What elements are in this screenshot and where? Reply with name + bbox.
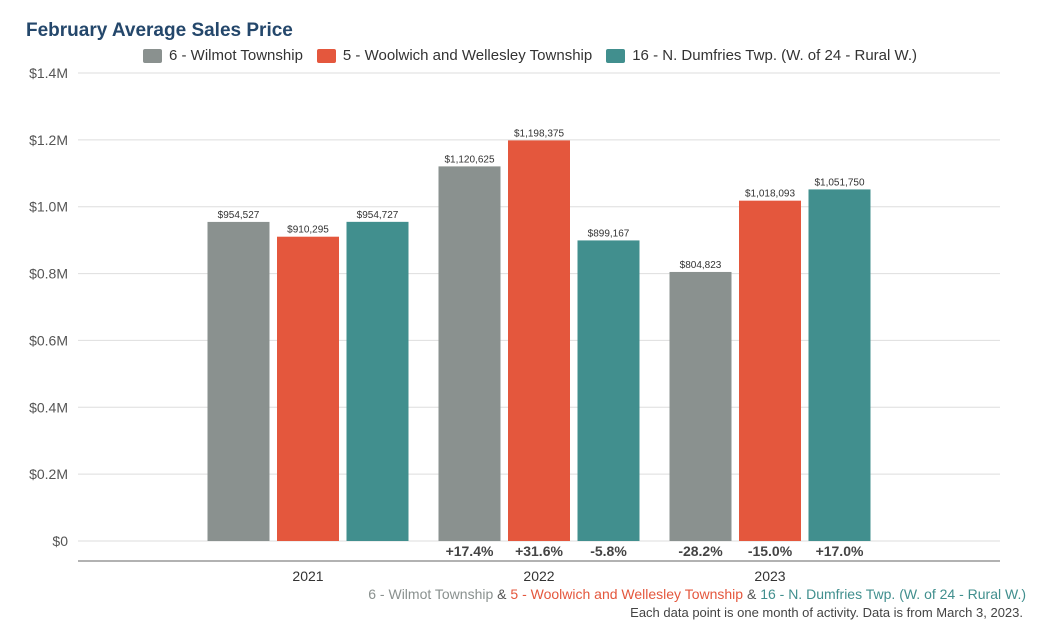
change-label: +31.6% (515, 543, 563, 559)
change-label: +17.0% (816, 543, 864, 559)
caption: 6 - Wilmot Township & 5 - Woolwich and W… (368, 586, 1026, 602)
bar (508, 140, 570, 541)
bar (808, 189, 871, 542)
caption-wilmot: 6 - Wilmot Township (368, 586, 494, 602)
legend-item-ndumfries[interactable]: 16 - N. Dumfries Twp. (W. of 24 - Rural … (606, 47, 917, 64)
bar-value-label: $899,167 (588, 228, 630, 239)
change-label: -15.0% (748, 543, 793, 559)
caption-ndumfries: 16 - N. Dumfries Twp. (W. of 24 - Rural … (760, 586, 1026, 602)
bar-value-label: $804,823 (680, 260, 722, 271)
bar (577, 240, 640, 541)
y-tick-label: $1.0M (29, 199, 68, 215)
chart-legend: 6 - Wilmot Township 5 - Woolwich and Wel… (0, 47, 1060, 64)
caption-sep-2: & (743, 586, 761, 602)
chart-title: February Average Sales Price (26, 20, 293, 41)
bar (346, 221, 409, 542)
bar (438, 166, 501, 542)
bar-value-label: $1,051,750 (814, 177, 864, 188)
caption-sep-1: & (493, 586, 511, 602)
bar (207, 221, 270, 541)
x-tick-label: 2022 (523, 568, 554, 584)
data-note: Each data point is one month of activity… (630, 605, 1023, 620)
legend-label-ndumfries: 16 - N. Dumfries Twp. (W. of 24 - Rural … (632, 47, 918, 64)
bar (669, 271, 732, 541)
y-tick-label: $0.2M (29, 466, 68, 482)
bar (277, 236, 339, 541)
change-label: -5.8% (590, 543, 627, 559)
bar-value-label: $954,527 (218, 210, 260, 221)
y-tick-label: $0.8M (29, 266, 68, 282)
bar (739, 200, 801, 541)
caption-woolwich: 5 - Woolwich and Wellesley Township (510, 586, 744, 602)
legend-swatch-woolwich (316, 48, 336, 63)
y-tick-label: $0.6M (29, 332, 68, 348)
legend-swatch-wilmot (142, 48, 162, 63)
y-tick-label: $0 (52, 533, 68, 549)
legend-label-wilmot: 6 - Wilmot Township (168, 47, 303, 64)
y-tick-label: $0.4M (29, 399, 68, 415)
y-tick-label: $1.4M (29, 65, 68, 81)
bar-value-label: $910,295 (287, 225, 329, 236)
bar-value-label: $1,018,093 (745, 189, 795, 200)
y-tick-label: $1.2M (29, 132, 68, 148)
legend-item-wilmot[interactable]: 6 - Wilmot Township (142, 47, 303, 64)
bar-value-label: $1,120,625 (444, 154, 494, 165)
bar-value-label: $1,198,375 (514, 128, 564, 139)
change-label: +17.4% (446, 543, 494, 559)
legend-item-woolwich[interactable]: 5 - Woolwich and Wellesley Township (316, 47, 593, 64)
x-tick-label: 2023 (754, 568, 785, 584)
legend-swatch-ndumfries (606, 48, 626, 63)
change-label: -28.2% (678, 543, 723, 559)
legend-label-woolwich: 5 - Woolwich and Wellesley Township (342, 47, 593, 64)
x-tick-label: 2021 (292, 568, 323, 584)
bar-value-label: $954,727 (357, 210, 399, 221)
